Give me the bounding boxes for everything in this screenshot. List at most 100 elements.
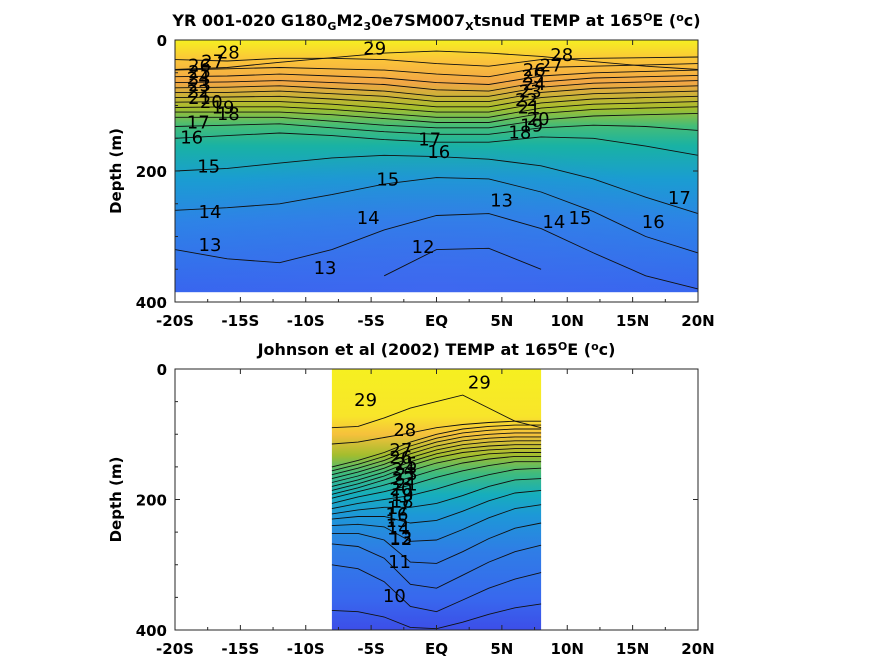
x-tick-label: EQ (425, 312, 448, 330)
y-axis: 0 200 400 (136, 361, 698, 640)
x-axis: -20S -15S -10S -5S EQ 5N 10N 15N 20N (156, 40, 715, 330)
isotherm-17 (174, 123, 699, 135)
contour-label: 13 (199, 235, 222, 256)
contour-label: 16 (386, 504, 409, 525)
y-axis: 0 200 400 (136, 32, 698, 312)
contour-label: 18 (508, 122, 531, 143)
contour-label: 29 (354, 390, 377, 411)
isotherm-28 (331, 420, 542, 445)
contour-label: 29 (468, 373, 491, 394)
contour-label: 25 (395, 454, 418, 475)
contour-label: 17 (418, 129, 441, 150)
contour-label: 13 (490, 190, 513, 211)
contour-label: 24 (523, 74, 546, 95)
contour-label: 14 (542, 212, 565, 233)
contour-label: 18 (217, 104, 240, 125)
contour-label: 17 (187, 112, 210, 133)
contour-label: 17 (668, 188, 691, 209)
y-axis-label: Depth (m) (107, 457, 125, 543)
contour-label: 17 (387, 498, 410, 519)
contour-label: 20 (389, 479, 412, 500)
panel-2: 29 29 282726252423222120191817161514131211… (107, 340, 715, 656)
contour-label: 26 (523, 60, 546, 81)
contour-label: 22 (515, 90, 538, 111)
contour-label: 10 (383, 586, 406, 607)
contour-label: 16 (427, 142, 450, 163)
x-tick-label: 15N (616, 640, 649, 656)
isotherm-25 (331, 432, 542, 476)
isotherm-21 (174, 95, 699, 113)
contour-label: 27 (201, 52, 224, 73)
contour-label: 21 (518, 97, 541, 118)
isotherm-18 (175, 112, 699, 129)
y-tick-label: 0 (157, 361, 167, 379)
x-tick-label: -10S (287, 312, 325, 330)
chart-title-part: Johnson et al (2002) TEMP at 165 (257, 340, 558, 359)
contour-label: 14 (387, 519, 410, 540)
x-tick-label: -10S (287, 640, 325, 656)
y-axis-label: Depth (m) (107, 128, 125, 214)
contour-label: 19 (391, 485, 414, 506)
isotherm-21 (331, 448, 542, 491)
contour-label: 16 (642, 212, 665, 233)
x-tick-label: -15S (221, 640, 259, 656)
x-tick-label: 10N (551, 312, 584, 330)
isotherm-19 (331, 455, 542, 499)
contour-label: 19 (520, 116, 543, 137)
chart-title-part: 3 (364, 20, 372, 33)
isotherm-24 (331, 436, 542, 480)
x-tick-label: 20N (681, 640, 714, 656)
isotherm-16 (174, 132, 699, 156)
contour-label: 15 (386, 511, 409, 532)
contour-label: 19 (212, 97, 235, 118)
chart-title-part: O (558, 340, 567, 353)
temperature-field-shade (175, 40, 698, 293)
isotherm-12 (331, 543, 542, 589)
contour-label: 24 (187, 69, 210, 90)
isotherm-22 (174, 90, 699, 108)
contour-label: 15 (197, 156, 220, 177)
contour-label: 14 (357, 208, 380, 229)
isotherm-27 (331, 424, 542, 468)
isotherm-16 (331, 478, 542, 515)
chart-title-part: X (465, 20, 474, 33)
chart-title-part: tsnud TEMP at 165 (474, 11, 643, 30)
contour-label: 22 (187, 82, 210, 103)
chart-title: Johnson et al (2002) TEMP at 165OE (oc) (257, 340, 616, 359)
chart-title-part: E ( (652, 11, 676, 30)
isotherm-20 (331, 452, 542, 495)
chart-title-part: c) (599, 340, 616, 359)
y-tick-label: 400 (136, 622, 167, 640)
contour-label: 28 (217, 42, 240, 63)
contour-label: 23 (395, 464, 418, 485)
temperature-field (331, 369, 542, 630)
chart-title-part: 0e7SM007 (371, 11, 465, 30)
contour-label: 20 (200, 92, 223, 113)
chart-title: YR 001-020 G180GM230e7SM007Xtsnud TEMP a… (171, 11, 700, 33)
isotherm-29 (331, 394, 542, 429)
contour-labels: 2928272625242322212019181716151413131415… (180, 38, 691, 278)
contour-label: 20 (527, 109, 550, 130)
x-tick-label: 15N (616, 312, 649, 330)
isotherm-22 (331, 444, 542, 487)
x-tick-label: 5N (490, 312, 513, 330)
contour-label: 21 (395, 474, 418, 495)
chart-title-part: o (591, 340, 599, 353)
y-tick-label: 400 (136, 294, 167, 312)
contour-label: 15 (376, 169, 399, 190)
x-tick-label: 20N (681, 312, 714, 330)
isotherm-29 (174, 50, 699, 70)
contour-label: 29 (363, 38, 386, 59)
isotherm-26 (174, 69, 699, 85)
contour-label: 27 (389, 440, 412, 461)
contour-label: 28 (393, 420, 416, 441)
chart-title-part: E ( (567, 340, 591, 359)
isotherm-12 (383, 247, 542, 277)
x-tick-label: EQ (425, 640, 448, 656)
isotherm-27 (174, 63, 699, 78)
x-tick-label: -15S (221, 312, 259, 330)
isotherm-25 (174, 74, 699, 92)
x-tick-label: -20S (156, 312, 194, 330)
contour-label: 12 (412, 237, 435, 258)
